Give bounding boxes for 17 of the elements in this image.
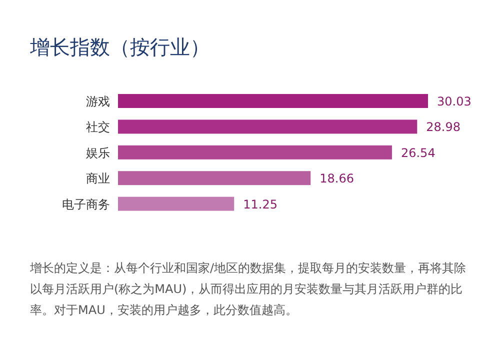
data-label: 26.54 [400, 146, 436, 160]
bar [118, 120, 418, 134]
data-label: 30.03 [437, 94, 472, 108]
text: 增长的定义是：从每个行业和国家/地区的数据集，提取每月的安装数量，再将其除以每月活跃用户(称之为MAU)，从而得出应用的月安装数量与其月活跃用户群的比率。对于MAU，安装的用户越多，此分数值越高。 [30, 260, 468, 319]
y-tick-label: 电子商务 [62, 197, 110, 212]
y-tick-label: 娱乐 [86, 146, 110, 160]
y-tick-label: 社交 [86, 120, 110, 134]
data-label: 11.25 [243, 197, 278, 212]
bar [118, 171, 311, 186]
data-label: 28.98 [426, 120, 461, 134]
y-tick-label: 游戏 [86, 94, 110, 108]
y-tick-label: 商业 [86, 172, 110, 186]
chart-title: 增长指数（按行业） [30, 34, 210, 61]
data-label: 18.66 [320, 172, 354, 186]
bar [118, 196, 234, 211]
bar [118, 94, 428, 108]
bar [118, 145, 392, 160]
